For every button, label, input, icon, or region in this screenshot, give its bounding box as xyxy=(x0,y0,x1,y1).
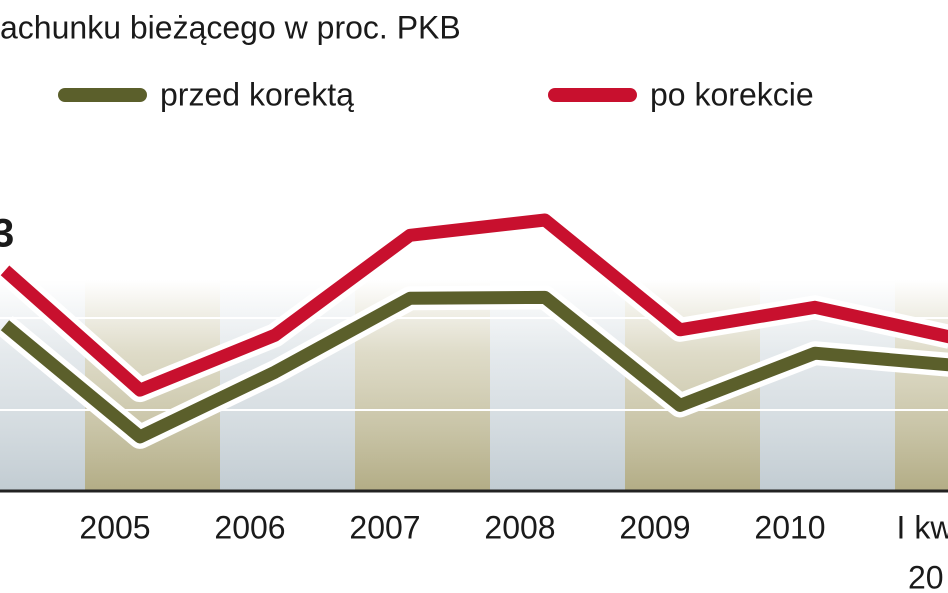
chart-title: achunku bieżącego w proc. PKB xyxy=(0,9,461,45)
line xyxy=(0,290,948,444)
annotation: 20 xyxy=(908,559,944,593)
annotation: 3 xyxy=(0,212,14,256)
x-tick-label: 2008 xyxy=(484,509,555,545)
legend: przed korektą po korekcie xyxy=(58,76,814,112)
line xyxy=(0,213,948,397)
x-tick-label: 2007 xyxy=(349,509,420,545)
legend-label: przed korektą xyxy=(160,76,354,112)
band xyxy=(895,280,948,490)
x-tick-label: 2005 xyxy=(79,509,150,545)
plot xyxy=(0,208,948,449)
x-tick-label: 2006 xyxy=(214,509,285,545)
x-tick-label: 2009 xyxy=(619,509,690,545)
x-tick-label: I kw xyxy=(897,509,948,545)
x-tick-label: 2010 xyxy=(754,509,825,545)
legend-label: po korekcie xyxy=(650,76,814,112)
